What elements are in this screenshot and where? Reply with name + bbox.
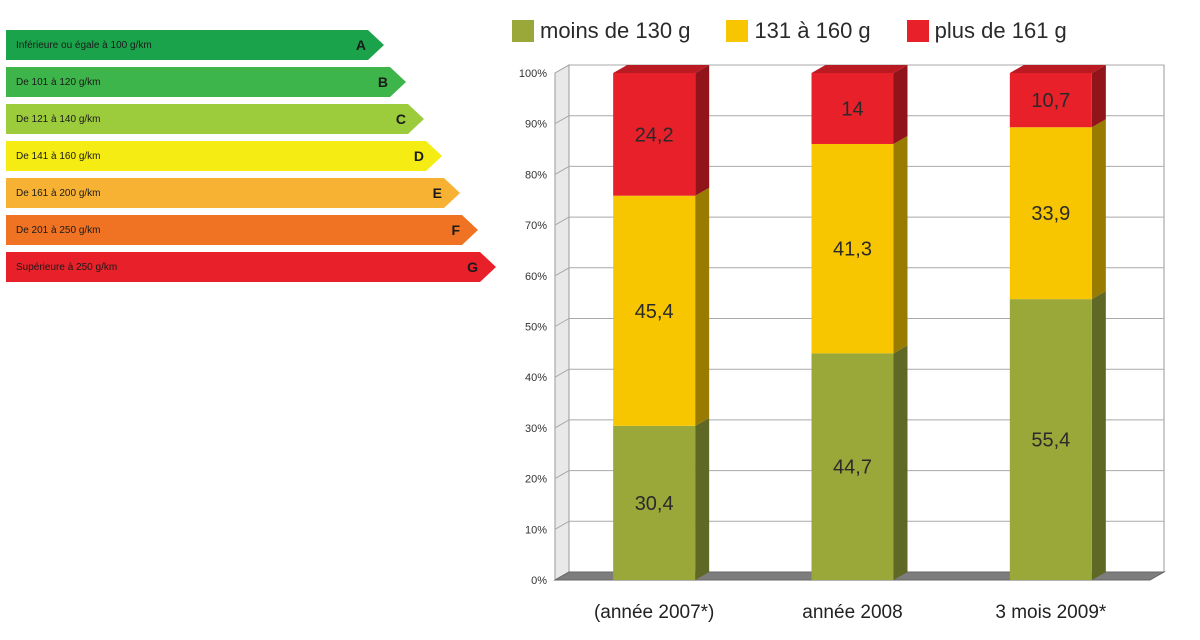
bar-top xyxy=(1009,65,1106,73)
y-tick-label: 70% xyxy=(525,220,547,232)
energy-label-scale: Inférieure ou égale à 100 g/km A De 101 à … xyxy=(6,30,506,290)
y-tick-label: 100% xyxy=(519,68,547,80)
energy-label-b: De 101 à 120 g/km B xyxy=(6,67,406,97)
energy-label-text: Inférieure ou égale à 100 g/km xyxy=(16,39,152,51)
x-category-label: année 2008 xyxy=(802,602,902,623)
bar-value-label: 33,9 xyxy=(1031,203,1070,225)
bar-value-label: 44,7 xyxy=(833,457,872,479)
gridline-side xyxy=(554,318,570,327)
bar-segment xyxy=(1009,73,1092,128)
energy-label-letter: G xyxy=(467,259,478,275)
energy-label-g: Supérieure à 250 g/km G xyxy=(6,252,496,282)
bar-side xyxy=(893,345,908,580)
bar-value-label: 14 xyxy=(841,98,863,120)
bar-value-label: 55,4 xyxy=(1031,430,1070,452)
x-category-label: 3 mois 2009* xyxy=(995,602,1107,623)
gridline-side xyxy=(554,64,570,74)
bar-segment xyxy=(613,425,696,580)
energy-label-text: De 201 à 250 g/km xyxy=(16,224,101,236)
energy-label-text: De 121 à 140 g/km xyxy=(16,113,101,125)
legend-item: plus de 161 g xyxy=(906,18,1067,44)
energy-label-e: De 161 à 200 g/km E xyxy=(6,178,460,208)
y-tick-label: 60% xyxy=(525,271,547,283)
bar-segment xyxy=(613,73,696,196)
bar-segment xyxy=(1009,299,1092,580)
bar-segment xyxy=(811,73,894,144)
energy-label-letter: F xyxy=(451,222,460,238)
gridline-side xyxy=(554,115,570,125)
bar-value-label: 24,2 xyxy=(635,124,674,146)
bar-top xyxy=(811,65,908,73)
energy-label-text: De 161 à 200 g/km xyxy=(16,187,101,199)
legend-label: moins de 130 g xyxy=(540,18,691,43)
gridline-side xyxy=(554,419,570,429)
y-tick-label: 40% xyxy=(525,372,547,384)
energy-label-letter: C xyxy=(395,111,406,127)
gridline-side xyxy=(554,470,570,480)
bar-side xyxy=(695,65,710,196)
legend-label: 131 à 160 g xyxy=(754,18,871,43)
legend-swatch xyxy=(512,20,534,42)
bar-segment xyxy=(811,353,894,580)
energy-label-letter: A xyxy=(355,37,366,53)
legend-item: moins de 130 g xyxy=(512,18,690,44)
energy-label-letter: D xyxy=(413,148,424,164)
energy-label-c: De 121 à 140 g/km C xyxy=(6,104,424,134)
gridline-side xyxy=(554,267,570,277)
gridline-side xyxy=(554,520,570,530)
y-tick-label: 20% xyxy=(525,474,547,486)
energy-label-text: De 141 à 160 g/km xyxy=(16,150,101,162)
y-tick-label: 50% xyxy=(525,322,547,334)
legend-label: plus de 161 g xyxy=(934,18,1067,43)
legend-swatch xyxy=(906,20,929,42)
x-category-label: (année 2007*) xyxy=(594,602,714,623)
chart-legend: moins de 130 g 131 à 160 g plus de 161 g xyxy=(512,18,1067,44)
bar-side xyxy=(893,65,908,144)
bar-side xyxy=(695,187,710,426)
bar-top xyxy=(613,65,710,73)
gridline-side xyxy=(554,165,570,175)
y-tick-label: 10% xyxy=(525,524,547,536)
bar-side xyxy=(1091,119,1106,300)
bar-side xyxy=(893,135,908,354)
bar-segment xyxy=(1009,127,1092,300)
energy-label-d: De 141 à 160 g/km D xyxy=(6,141,442,171)
bar-side xyxy=(1091,291,1106,580)
gridline-side xyxy=(554,216,570,226)
gridline-side xyxy=(554,368,570,378)
bar-segment xyxy=(811,143,894,354)
legend-swatch xyxy=(726,20,749,42)
bar-side xyxy=(695,417,710,580)
energy-label-letter: B xyxy=(377,74,388,90)
y-tick-label: 30% xyxy=(525,423,547,435)
bar-value-label: 41,3 xyxy=(833,239,872,261)
energy-label-letter: E xyxy=(432,185,442,201)
bar-value-label: 10,7 xyxy=(1031,90,1070,112)
y-tick-label: 80% xyxy=(525,169,547,181)
energy-label-a: Inférieure ou égale à 100 g/km A xyxy=(6,30,384,60)
y-tick-label: 0% xyxy=(531,575,547,587)
bar-segment xyxy=(613,195,696,426)
bar-side xyxy=(1091,65,1106,128)
y-tick-label: 90% xyxy=(525,119,547,131)
energy-label-text: De 101 à 120 g/km xyxy=(16,76,101,88)
energy-label-text: Supérieure à 250 g/km xyxy=(16,261,118,273)
bar-value-label: 45,4 xyxy=(635,301,674,323)
legend-item: 131 à 160 g xyxy=(726,18,871,44)
bar-value-label: 30,4 xyxy=(635,493,674,515)
energy-label-f: De 201 à 250 g/km F xyxy=(6,215,478,245)
